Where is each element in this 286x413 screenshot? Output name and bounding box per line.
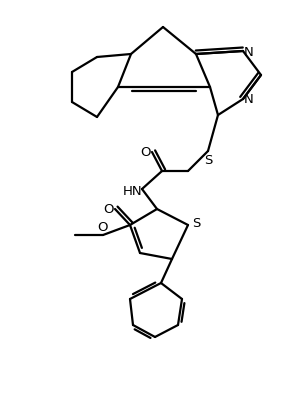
- Text: N: N: [244, 93, 254, 106]
- Text: S: S: [192, 217, 200, 230]
- Text: O: O: [140, 146, 150, 159]
- Text: HN: HN: [123, 185, 143, 198]
- Text: S: S: [204, 154, 212, 167]
- Text: N: N: [244, 45, 254, 58]
- Text: O: O: [97, 221, 107, 234]
- Text: O: O: [103, 203, 113, 216]
